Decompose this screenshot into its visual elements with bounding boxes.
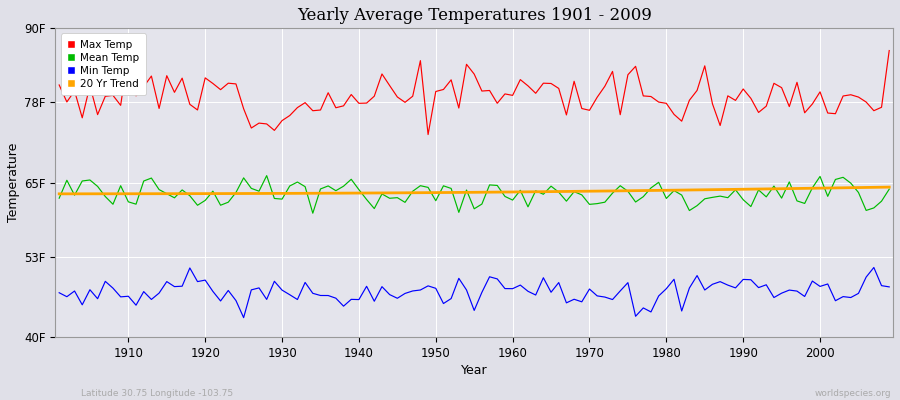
Title: Yearly Average Temperatures 1901 - 2009: Yearly Average Temperatures 1901 - 2009: [297, 7, 652, 24]
Y-axis label: Temperature: Temperature: [7, 143, 20, 222]
Text: Latitude 30.75 Longitude -103.75: Latitude 30.75 Longitude -103.75: [81, 389, 233, 398]
X-axis label: Year: Year: [461, 364, 488, 377]
Legend: Max Temp, Mean Temp, Min Temp, 20 Yr Trend: Max Temp, Mean Temp, Min Temp, 20 Yr Tre…: [60, 34, 146, 95]
Text: worldspecies.org: worldspecies.org: [814, 389, 891, 398]
